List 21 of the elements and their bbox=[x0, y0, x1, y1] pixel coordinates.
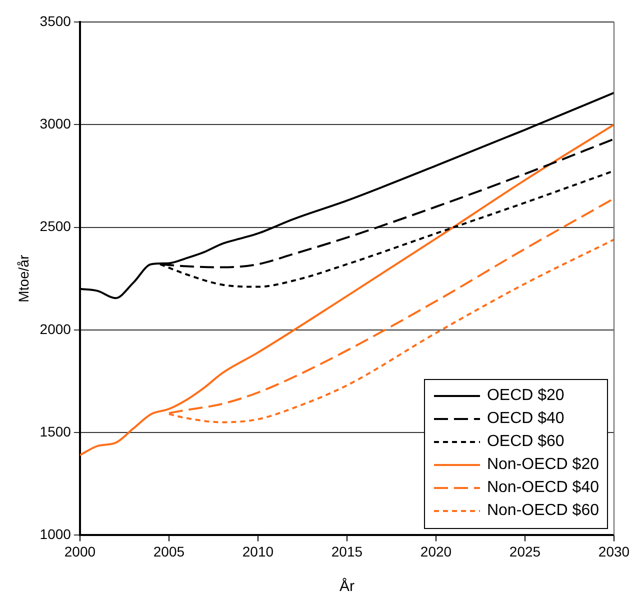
y-tick-label: 3000 bbox=[40, 116, 72, 132]
x-tick-label: 2010 bbox=[242, 543, 274, 560]
y-tick-label: 2500 bbox=[40, 218, 72, 234]
x-tick-label: 2000 bbox=[64, 543, 96, 560]
legend-label: Non-OECD $40 bbox=[486, 478, 599, 497]
legend-label: Non-OECD $60 bbox=[486, 502, 599, 520]
y-tick-label: 1000 bbox=[40, 526, 72, 542]
y-tick-label: 1500 bbox=[40, 423, 72, 440]
y-tick-label: 2000 bbox=[40, 320, 72, 337]
x-tick-label: 2015 bbox=[331, 543, 363, 560]
x-tick-label: 2020 bbox=[420, 543, 452, 560]
legend-label: OECD $20 bbox=[486, 386, 564, 405]
legend-label: OECD $40 bbox=[486, 410, 564, 428]
x-tick-label: 2005 bbox=[153, 543, 185, 560]
x-tick-label: 2025 bbox=[509, 543, 541, 560]
legend-label: OECD $60 bbox=[486, 432, 564, 451]
legend-label: Non-OECD $20 bbox=[486, 456, 599, 474]
y-tick-label: 3500 bbox=[40, 12, 72, 29]
x-tick-label: 2030 bbox=[598, 543, 630, 560]
y-axis-title: Mtoe/år bbox=[15, 254, 32, 302]
x-axis-title: År bbox=[339, 577, 354, 596]
